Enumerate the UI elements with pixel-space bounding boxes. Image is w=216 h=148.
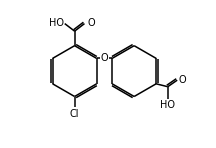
Text: O: O xyxy=(101,53,108,63)
Text: HO: HO xyxy=(49,18,64,28)
Text: O: O xyxy=(87,18,95,28)
Text: Cl: Cl xyxy=(70,109,79,119)
Text: O: O xyxy=(179,75,187,85)
Text: HO: HO xyxy=(160,100,175,110)
